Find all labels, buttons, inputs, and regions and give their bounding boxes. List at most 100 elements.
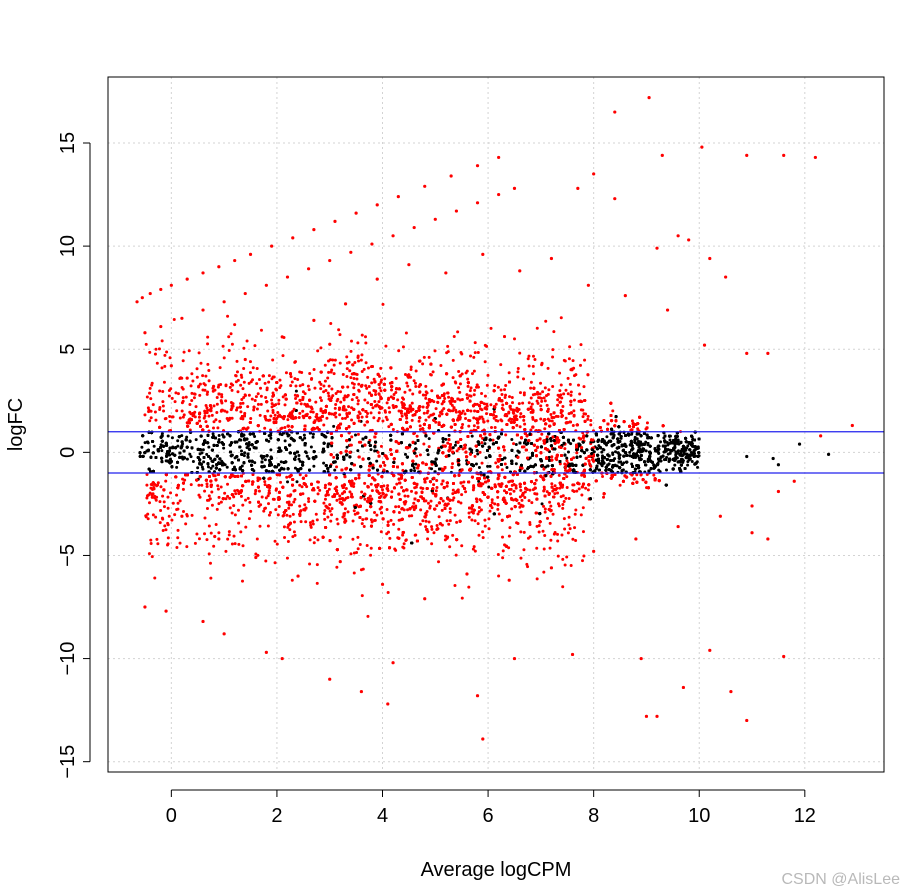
point-not-significant (207, 445, 211, 449)
point-not-significant (385, 470, 389, 474)
point-significant (481, 536, 485, 540)
point-not-significant (305, 454, 309, 458)
point-not-significant (665, 468, 669, 472)
point-significant (197, 483, 201, 487)
point-not-significant (217, 433, 221, 437)
point-significant (422, 442, 426, 446)
point-not-significant (477, 479, 481, 483)
point-not-significant (312, 464, 316, 468)
point-not-significant (194, 438, 198, 442)
point-not-significant (283, 439, 287, 443)
point-not-significant (592, 450, 596, 454)
point-significant (279, 480, 283, 484)
point-not-significant (447, 433, 451, 437)
point-significant (517, 501, 521, 505)
point-significant (363, 423, 367, 427)
point-significant (543, 427, 547, 431)
point-significant (303, 392, 307, 396)
point-significant (429, 499, 433, 503)
point-not-significant (302, 433, 306, 437)
point-significant (383, 463, 387, 467)
point-not-significant (426, 453, 430, 457)
point-not-significant (267, 439, 271, 443)
point-not-significant (630, 432, 634, 436)
point-significant (418, 453, 422, 457)
point-not-significant (294, 455, 298, 459)
point-not-significant (269, 448, 273, 452)
point-not-significant (180, 434, 184, 438)
point-not-significant (297, 457, 301, 461)
point-significant (618, 483, 622, 487)
point-not-significant (628, 450, 632, 454)
point-not-significant (345, 445, 349, 449)
point-significant (212, 474, 216, 478)
point-significant (372, 416, 376, 420)
point-significant (347, 405, 351, 409)
point-not-significant (232, 465, 236, 469)
point-not-significant (311, 432, 315, 436)
point-not-significant (444, 437, 448, 441)
point-not-significant (373, 449, 377, 453)
point-significant (542, 467, 546, 471)
point-significant (529, 428, 533, 432)
point-significant (357, 476, 361, 480)
point-significant (356, 432, 360, 436)
point-not-significant (441, 440, 445, 444)
point-significant (504, 433, 508, 437)
point-not-significant (293, 466, 297, 470)
point-significant (503, 462, 507, 466)
point-significant (379, 444, 383, 448)
point-not-significant (578, 454, 582, 458)
point-not-significant (267, 470, 271, 474)
point-significant (355, 377, 359, 381)
point-not-significant (160, 432, 164, 436)
point-significant (301, 409, 305, 413)
point-not-significant (200, 451, 204, 455)
point-significant (512, 442, 516, 446)
point-not-significant (676, 449, 680, 453)
point-significant (435, 478, 439, 482)
point-significant (589, 423, 593, 427)
points-layer (135, 96, 854, 741)
point-not-significant (286, 480, 290, 484)
point-significant (405, 381, 409, 385)
point-significant (280, 426, 284, 430)
point-significant (611, 409, 615, 413)
point-not-significant (297, 454, 301, 458)
point-not-significant (209, 466, 213, 470)
point-significant (575, 489, 579, 493)
point-significant (283, 426, 287, 430)
point-significant (263, 480, 267, 484)
point-significant (348, 443, 352, 447)
point-significant (156, 481, 160, 485)
point-significant (332, 455, 336, 459)
point-significant (412, 501, 416, 505)
point-not-significant (269, 436, 273, 440)
point-not-significant (295, 480, 299, 484)
point-significant (494, 461, 498, 465)
point-not-significant (202, 460, 206, 464)
point-not-significant (332, 424, 336, 428)
point-significant (336, 522, 340, 526)
point-significant (388, 410, 392, 414)
point-not-significant (614, 450, 618, 454)
point-significant (246, 496, 250, 500)
point-significant (467, 424, 471, 428)
point-significant (533, 419, 537, 423)
point-significant (372, 377, 376, 381)
point-significant (478, 450, 482, 454)
point-not-significant (326, 443, 330, 447)
point-not-significant (176, 444, 180, 448)
point-significant (266, 409, 270, 413)
point-not-significant (483, 442, 487, 446)
point-not-significant (369, 448, 373, 452)
point-significant (304, 474, 308, 478)
point-not-significant (476, 452, 480, 456)
point-significant (379, 389, 383, 393)
point-significant (466, 384, 470, 388)
point-not-significant (322, 461, 326, 465)
point-significant (565, 485, 569, 489)
point-significant (562, 500, 566, 504)
point-significant (316, 480, 320, 484)
point-not-significant (205, 452, 209, 456)
